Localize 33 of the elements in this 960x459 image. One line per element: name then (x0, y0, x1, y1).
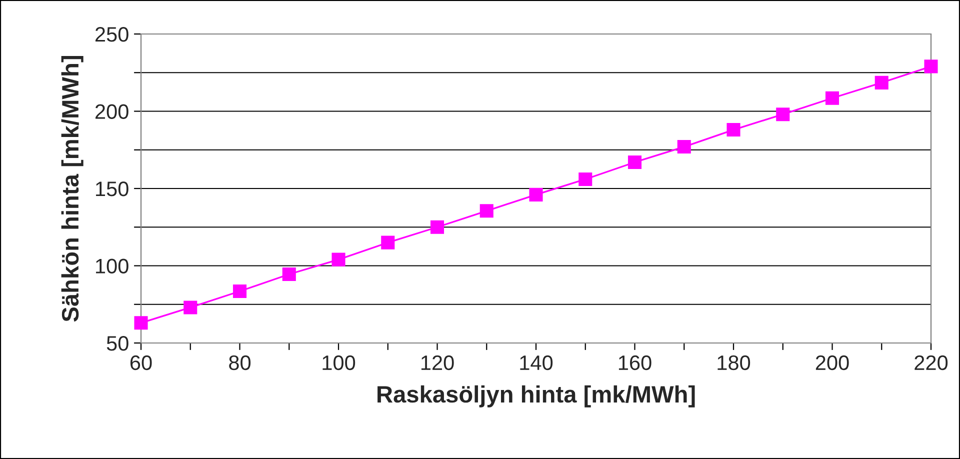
point (184, 300, 198, 314)
x-tick-label: 220 (914, 355, 948, 370)
point (776, 108, 790, 122)
x-axis-title: Raskasöljyn hinta [mk/MWh] (378, 385, 695, 408)
point (529, 188, 543, 202)
point (874, 76, 888, 90)
y-tick-label: 150 (96, 182, 128, 196)
x-tick-label: 120 (421, 355, 454, 370)
point (134, 316, 148, 330)
point (677, 140, 691, 154)
x-tick-label: 80 (229, 355, 251, 370)
y-tick-label: 200 (95, 104, 128, 120)
y-tick-label: 250 (95, 27, 128, 42)
x-tick-label: 200 (816, 355, 849, 370)
point (381, 236, 395, 250)
y-tick-label: 100 (96, 258, 128, 274)
point (726, 123, 740, 137)
point (480, 204, 494, 218)
x-tick-label: 180 (718, 355, 750, 370)
x-tick-label: 100 (322, 355, 356, 370)
point (825, 91, 840, 105)
x-tick-label: 60 (130, 355, 152, 370)
point (628, 155, 642, 170)
point (332, 252, 346, 266)
point (430, 220, 444, 234)
point (578, 172, 592, 186)
point (924, 60, 938, 74)
point (232, 284, 247, 298)
y-axis-title: Sähkön hinta [mk/MWh] (61, 56, 84, 322)
x-tick-label: 140 (520, 355, 553, 370)
point (282, 267, 296, 282)
x-tick-label: 160 (618, 355, 652, 370)
y-tick-label: 50 (106, 336, 128, 351)
